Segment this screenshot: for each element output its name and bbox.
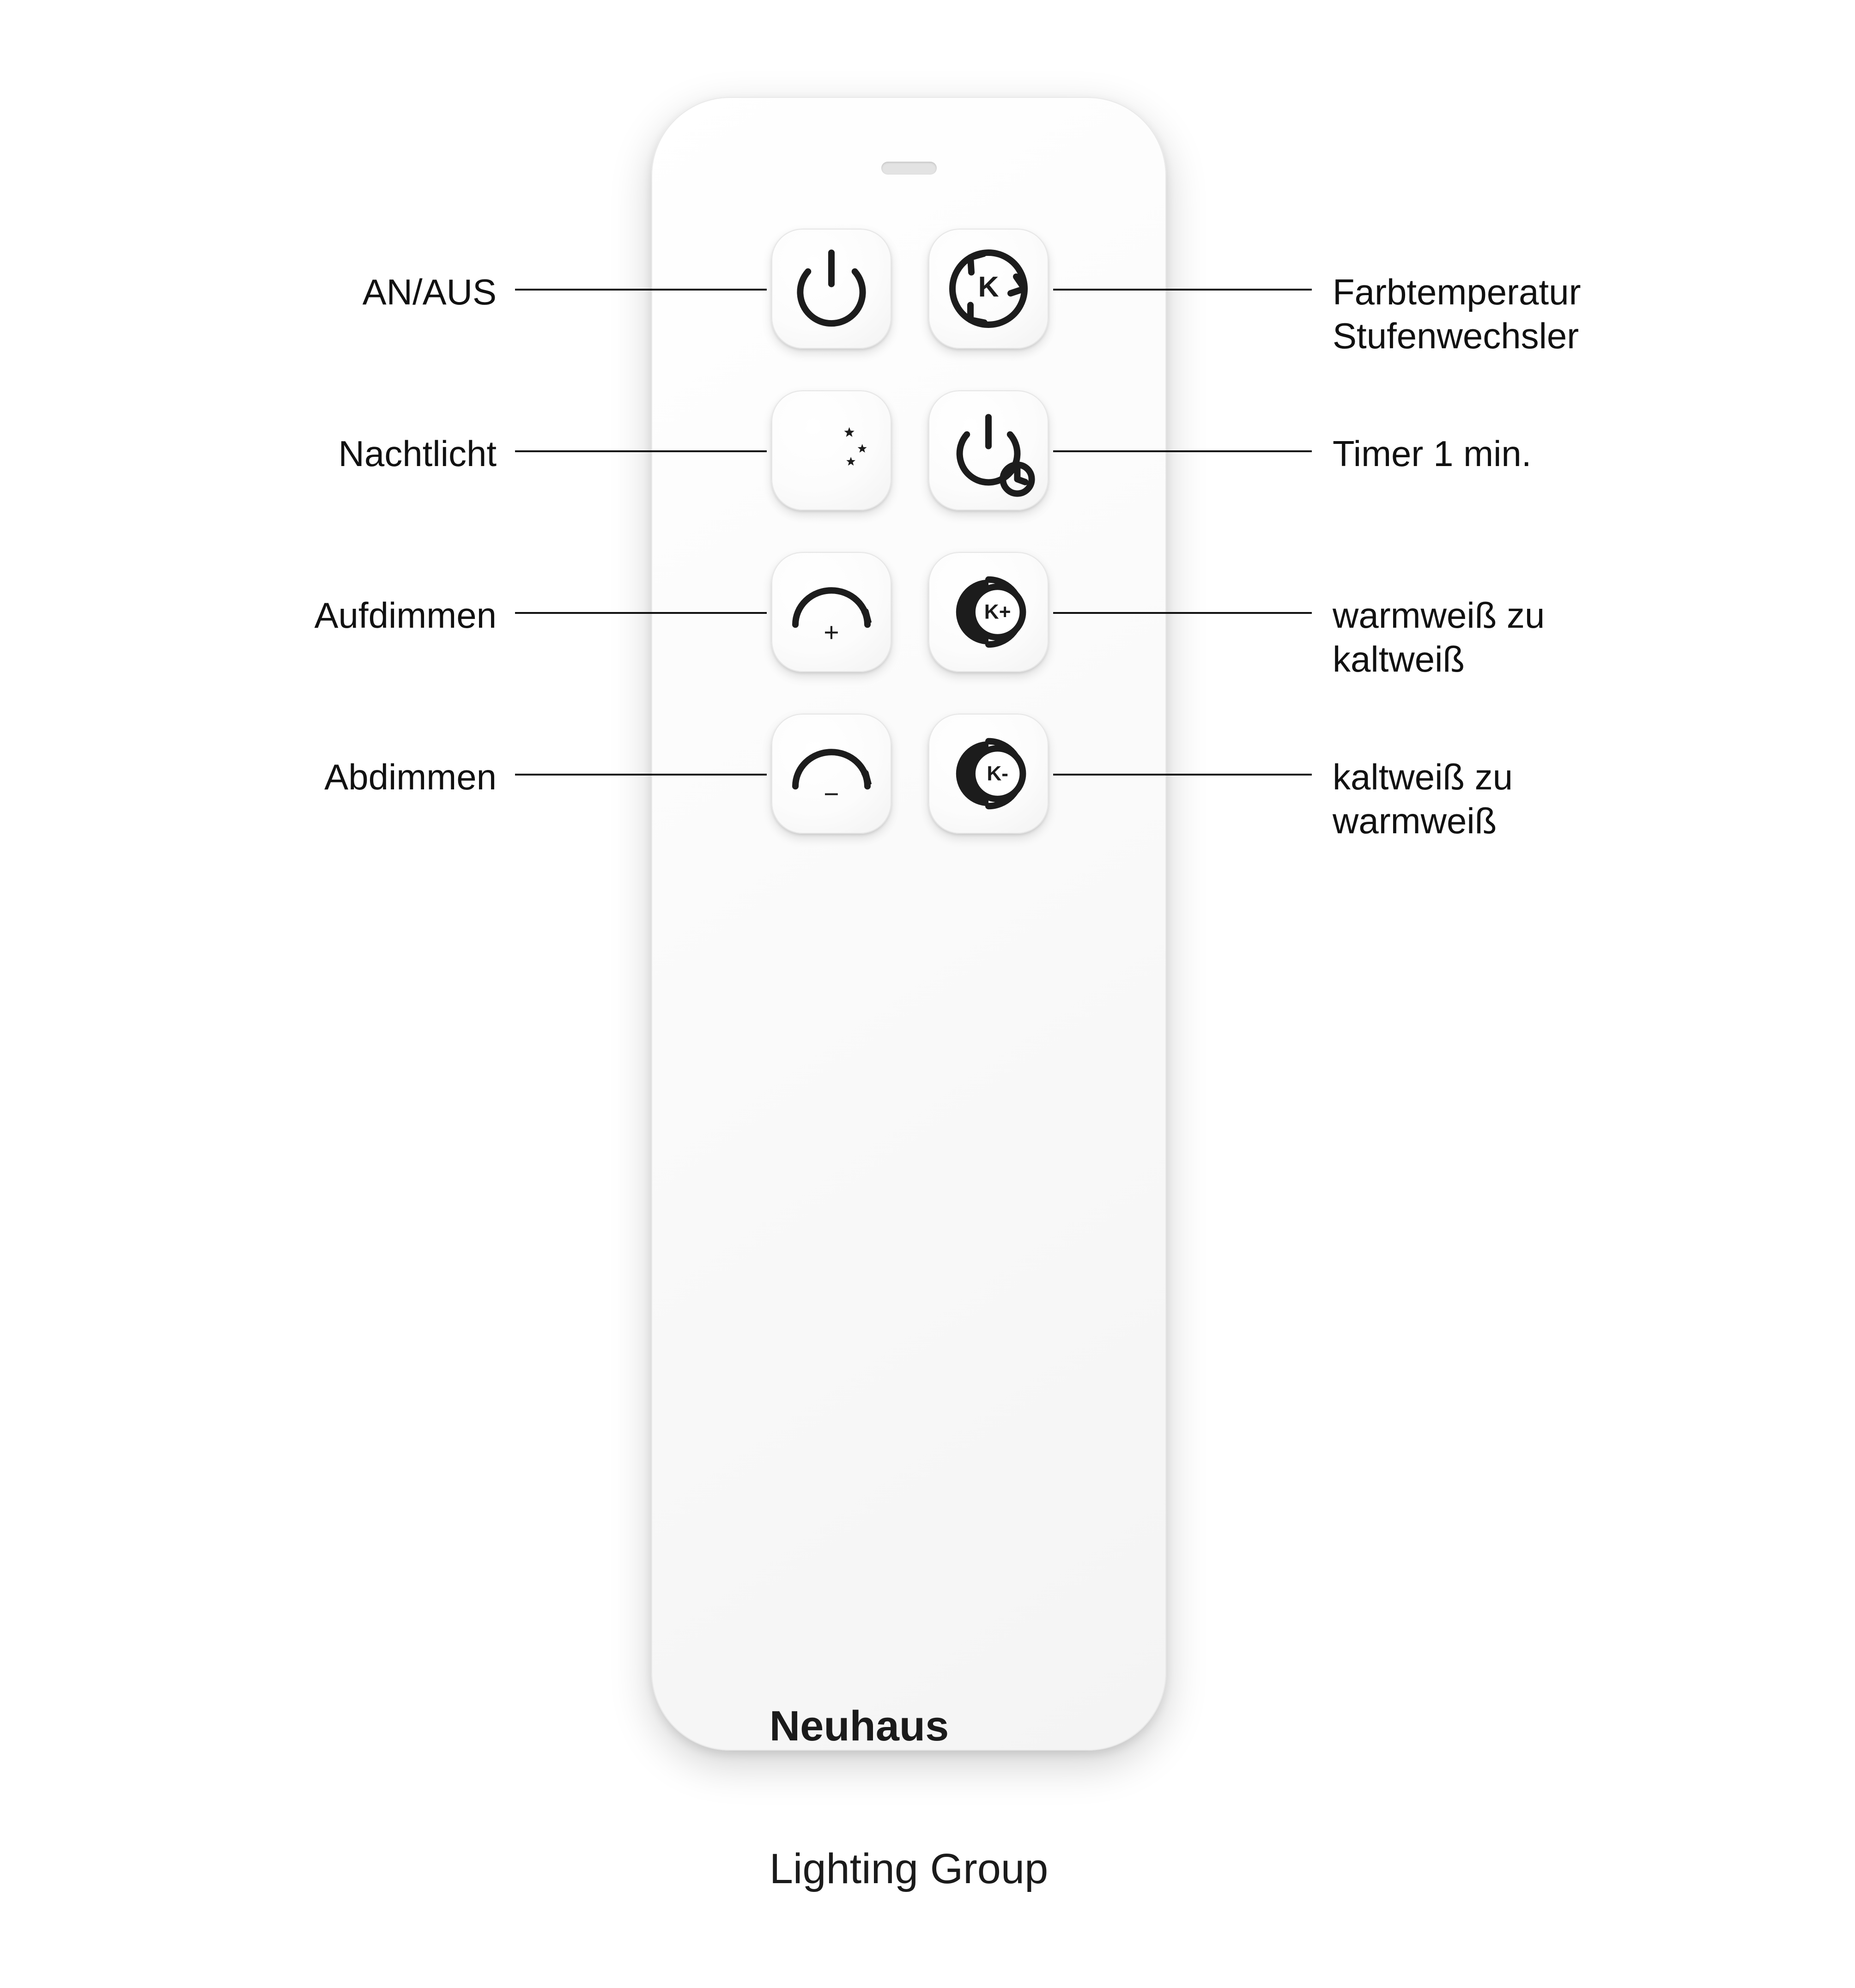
power-timer-icon: L <box>928 390 1049 510</box>
leader-left-1 <box>515 450 767 452</box>
label-timer: Timer 1 min. <box>1333 432 1532 476</box>
label-k-minus: kaltweiß zu warmweiß <box>1333 755 1513 843</box>
dim-down-button[interactable]: − <box>771 714 891 834</box>
kelvin-minus-icon: K- <box>928 714 1049 834</box>
svg-text:K-: K- <box>987 762 1008 785</box>
brand-text: Neuhaus Lighting Group <box>770 1607 1049 1988</box>
label-power: AN/AUS <box>363 270 497 314</box>
leader-right-0 <box>1053 289 1312 291</box>
moon-stars-icon <box>771 390 891 510</box>
label-dim-down: Abdimmen <box>324 755 497 799</box>
power-button[interactable] <box>771 229 891 349</box>
color-temp-cycle-button[interactable]: K <box>928 229 1049 349</box>
nightlight-button[interactable] <box>771 390 891 510</box>
label-cct-cycle: Farbtemperatur Stufenwechsler <box>1333 270 1581 358</box>
svg-text:L: L <box>1014 450 1020 462</box>
dimmer-down-icon: − <box>771 714 891 834</box>
brand-line2: Lighting Group <box>770 1845 1049 1893</box>
dimmer-up-icon: + <box>771 552 891 672</box>
diagram-canvas: Neuhaus Lighting Group K <box>0 0 1855 1855</box>
leader-right-3 <box>1053 774 1312 776</box>
leader-left-3 <box>515 774 767 776</box>
svg-text:K: K <box>978 271 999 303</box>
kelvin-minus-button[interactable]: K- <box>928 714 1049 834</box>
timer-button[interactable]: L <box>928 390 1049 510</box>
svg-text:+: + <box>824 618 839 648</box>
label-dim-up: Aufdimmen <box>315 594 497 637</box>
svg-text:−: − <box>824 780 839 809</box>
leader-left-0 <box>515 289 767 291</box>
leader-right-2 <box>1053 612 1312 614</box>
leader-left-2 <box>515 612 767 614</box>
brand-line1: Neuhaus <box>770 1703 1049 1750</box>
dim-up-button[interactable]: + <box>771 552 891 672</box>
kelvin-plus-icon: K+ <box>928 552 1049 672</box>
label-k-plus: warmweiß zu kaltweiß <box>1333 594 1545 681</box>
power-icon <box>771 229 891 349</box>
svg-text:K+: K+ <box>984 600 1011 623</box>
ir-led-window <box>881 162 937 175</box>
kelvin-plus-button[interactable]: K+ <box>928 552 1049 672</box>
remote-body: Neuhaus Lighting Group <box>651 97 1166 1751</box>
label-nightlight: Nachtlicht <box>339 432 497 476</box>
kelvin-cycle-icon: K <box>928 229 1049 349</box>
leader-right-1 <box>1053 450 1312 452</box>
